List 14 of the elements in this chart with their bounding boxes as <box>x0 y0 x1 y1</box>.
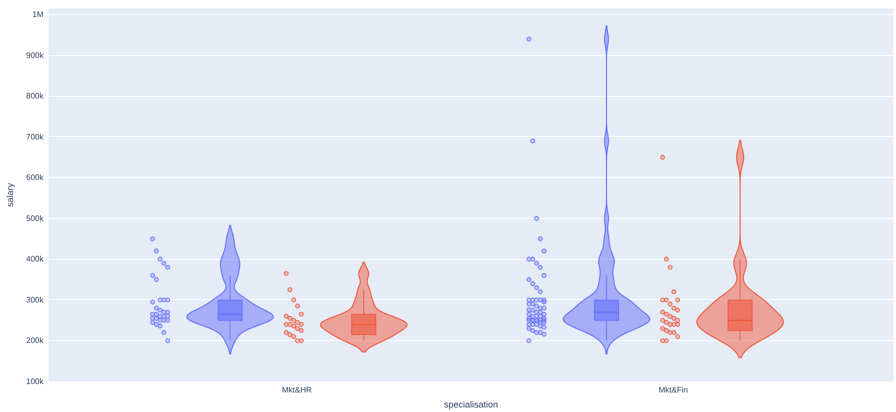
y-tick-label: 1M <box>32 10 44 20</box>
y-tick-label: 400k <box>26 254 44 264</box>
y-tick-label: 800k <box>26 92 44 101</box>
y-tick-label: 500k <box>26 214 44 223</box>
x-axis-title: specialisation <box>444 400 498 410</box>
x-tick-label: Mkt&Fin <box>658 386 688 394</box>
y-tick-label: 200k <box>26 336 44 346</box>
y-tick-label: 900k <box>26 50 44 60</box>
x-tick-label: Mkt&HR <box>282 386 312 394</box>
y-tick-label: 700k <box>26 132 44 142</box>
y-tick-label: 600k <box>26 173 44 182</box>
y-tick-label: 100k <box>26 377 44 386</box>
y-axis-title: salary <box>5 182 16 208</box>
y-tick-label: 300k <box>26 295 44 304</box>
